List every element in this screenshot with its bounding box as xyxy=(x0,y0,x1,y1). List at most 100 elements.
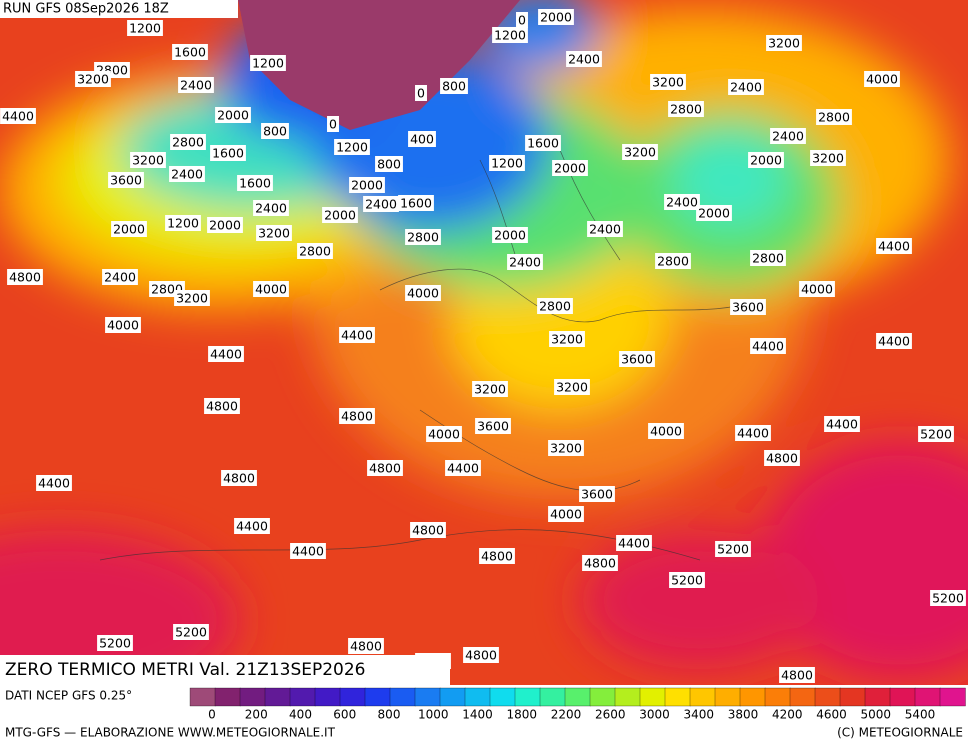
contour-label-group: 0 xyxy=(327,116,339,132)
contour-label-box xyxy=(463,647,499,663)
contour-label-box xyxy=(415,85,427,101)
colorbar-swatch xyxy=(614,687,641,707)
contour-label-group: 4000 xyxy=(799,281,835,297)
contour-label: 3600 xyxy=(477,419,509,434)
colorbar-swatch xyxy=(414,687,441,707)
contour-label-box xyxy=(876,238,912,254)
contour-label-box xyxy=(327,116,339,132)
contour-label: 4800 xyxy=(341,409,373,424)
contour-label-group: 2800 xyxy=(537,298,573,314)
contour-label-box xyxy=(492,27,528,43)
contour-label-box xyxy=(375,156,403,172)
contour-label-group: 4800 xyxy=(479,548,515,564)
contour-label: 4400 xyxy=(878,334,910,349)
contour-label-box xyxy=(587,221,623,237)
contour-label-box xyxy=(472,381,508,397)
contour-label-group: 400 xyxy=(408,131,436,147)
contour-label-box xyxy=(215,107,251,123)
colorbar-swatch xyxy=(839,687,866,707)
contour-label: 4400 xyxy=(292,544,324,559)
contour-label-box xyxy=(339,408,375,424)
contour-label: 4800 xyxy=(206,399,238,414)
contour-label-group: 800 xyxy=(440,78,468,94)
contour-label: 2400 xyxy=(772,129,804,144)
contour-label: 4000 xyxy=(407,286,439,301)
contour-label-group: 1200 xyxy=(165,215,201,231)
colorbar-swatch xyxy=(289,687,316,707)
contour-label-group: 4800 xyxy=(348,638,384,654)
contour-label-group: 1600 xyxy=(237,175,273,191)
contour-label-box xyxy=(130,152,166,168)
contour-label: 2800 xyxy=(670,102,702,117)
contour-label: 2800 xyxy=(752,251,784,266)
colorbar-tick-label: 800 xyxy=(378,708,401,722)
contour-label-box xyxy=(668,101,704,117)
contour-label-group: 3200 xyxy=(548,440,584,456)
contour-label: 3200 xyxy=(768,36,800,51)
contour-label-box xyxy=(489,155,525,171)
colorbar-swatch xyxy=(864,687,891,707)
contour-label-box xyxy=(554,379,590,395)
contour-label: 2000 xyxy=(113,222,145,237)
contour-label-group: 0 xyxy=(415,85,427,101)
contour-label: 2400 xyxy=(730,80,762,95)
contour-label-group: 2000 xyxy=(538,9,574,25)
contour-label-box xyxy=(619,351,655,367)
contour-label-box xyxy=(876,333,912,349)
contour-label-box xyxy=(165,215,201,231)
contour-label-group: 2400 xyxy=(169,166,205,182)
contour-label-box xyxy=(475,418,511,434)
contour-label: 2000 xyxy=(217,108,249,123)
contour-label-box xyxy=(582,555,618,571)
contour-label-group: 5200 xyxy=(669,572,705,588)
contour-label: 5200 xyxy=(932,591,964,606)
contour-label-group: 2000 xyxy=(111,221,147,237)
contour-label: 4000 xyxy=(255,282,287,297)
contour-label: 3200 xyxy=(652,75,684,90)
contour-label: 400 xyxy=(410,132,434,147)
contour-label-box xyxy=(715,541,751,557)
contour-label: 4400 xyxy=(210,347,242,362)
contour-label-group: 2800 xyxy=(750,250,786,266)
contour-label-box xyxy=(810,150,846,166)
contour-label-box xyxy=(479,548,515,564)
contour-label-group: 5200 xyxy=(930,590,966,606)
source: DATI NCEP GFS 0.25° xyxy=(5,689,132,703)
colorbar-swatch xyxy=(664,687,691,707)
colorbar-tick-label: 400 xyxy=(289,708,312,722)
contour-label: 4000 xyxy=(107,318,139,333)
contour-label-group: 4400 xyxy=(445,460,481,476)
contour-label-group: 0 xyxy=(516,12,528,28)
contour-label: 3600 xyxy=(581,487,613,502)
contour-label-group: 1200 xyxy=(334,139,370,155)
contour-label-box xyxy=(75,71,111,87)
contour-label-box xyxy=(105,317,141,333)
contour-label-group: 2000 xyxy=(349,177,385,193)
contour-label-group: 2000 xyxy=(492,227,528,243)
contour-label: 4800 xyxy=(481,549,513,564)
contour-label: 2000 xyxy=(494,228,526,243)
colorbar-swatch xyxy=(364,687,391,707)
colorbar-swatch xyxy=(889,687,916,707)
contour-label-group: 2400 xyxy=(253,200,289,216)
contour-label: 4400 xyxy=(341,328,373,343)
map-field xyxy=(0,0,968,685)
contour-label-group: 1600 xyxy=(210,145,246,161)
colorbar-swatch xyxy=(489,687,516,707)
contour-label-group: 2800 xyxy=(655,253,691,269)
contour-label-box xyxy=(548,440,584,456)
colorbar-tick-label: 2600 xyxy=(595,708,626,722)
contour-label-group: 1600 xyxy=(525,135,561,151)
contour-label: 5200 xyxy=(175,625,207,640)
contour-label-group: 4400 xyxy=(616,535,652,551)
contour-label: 4400 xyxy=(737,426,769,441)
contour-label-group: 3200 xyxy=(810,150,846,166)
contour-label-box xyxy=(655,253,691,269)
contour-label-group: 2800 xyxy=(405,229,441,245)
contour-label: 4800 xyxy=(584,556,616,571)
contour-label-group: 2400 xyxy=(507,254,543,270)
contour-label: 2800 xyxy=(539,299,571,314)
contour-label-group: 2400 xyxy=(178,77,214,93)
contour-label-box xyxy=(97,635,133,651)
